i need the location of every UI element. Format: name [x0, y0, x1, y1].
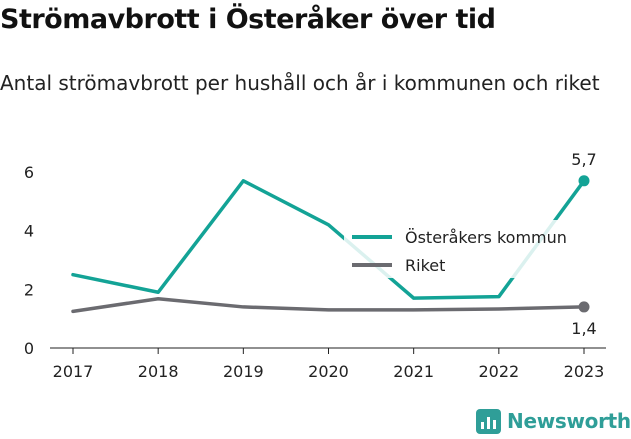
bar-chart-icon — [476, 408, 501, 434]
series-line — [71, 179, 586, 300]
legend-background — [344, 220, 594, 278]
y-tick-label: 2 — [24, 280, 34, 299]
x-tick-label: 2021 — [393, 362, 434, 381]
end-value-label: 1,4 — [571, 319, 596, 338]
x-tick-label: 2018 — [138, 362, 179, 381]
data-labels: 5,7 1,4 — [571, 150, 596, 338]
legend-label: Riket — [405, 256, 445, 275]
end-value-label: 5,7 — [571, 150, 596, 169]
x-tick-label: 2023 — [564, 362, 605, 381]
brand-logo: Newsworthy — [476, 406, 631, 436]
y-tick-label: 0 — [24, 339, 34, 358]
line-chart: 0 2 4 6 2017 2018 2019 2020 2021 2022 2023 Österå… — [24, 150, 606, 381]
y-tick-label: 4 — [24, 222, 34, 241]
chart-title: Strömavbrott i Österåker över tid — [0, 4, 496, 35]
brand-name: Newsworthy — [507, 409, 631, 433]
end-point-marker — [578, 301, 590, 313]
x-tick-label: 2022 — [478, 362, 519, 381]
legend-label: Österåkers kommun — [405, 228, 567, 247]
x-tick-label: 2017 — [53, 362, 94, 381]
y-tick-label: 6 — [24, 163, 34, 182]
x-axis: 2017 2018 2019 2020 2021 2022 2023 — [50, 347, 606, 381]
y-axis: 0 2 4 6 — [24, 163, 34, 358]
legend: Österåkers kommun Riket — [344, 220, 594, 278]
end-point-marker — [578, 175, 590, 187]
x-tick-label: 2019 — [223, 362, 264, 381]
x-tick-label: 2020 — [308, 362, 349, 381]
series-layer — [71, 179, 586, 314]
series-line — [71, 296, 586, 314]
chart-subtitle: Antal strömavbrott per hushåll och år i … — [0, 71, 600, 95]
